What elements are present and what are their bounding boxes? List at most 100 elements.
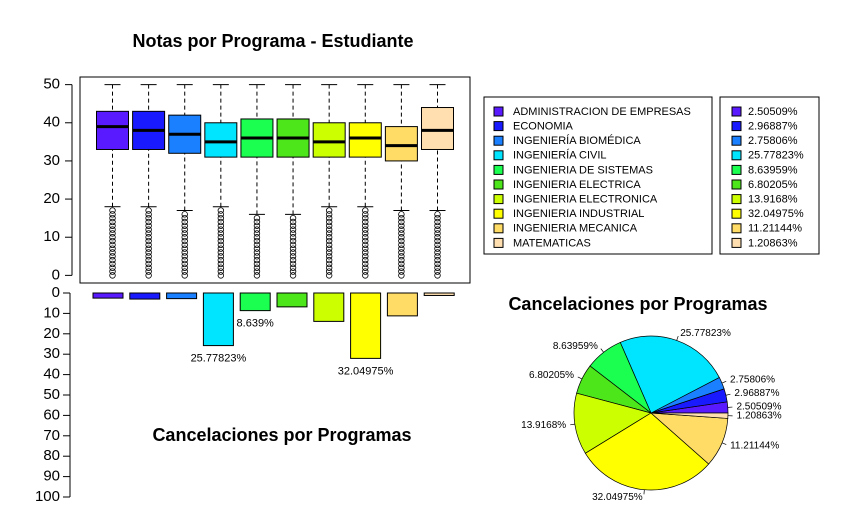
outlier: [217, 249, 225, 256]
outlier: [325, 230, 333, 237]
legend-label: 2.96887%: [748, 121, 798, 133]
y-tick-label: 50: [43, 386, 60, 403]
legend-swatch: [493, 208, 504, 219]
outlier: [362, 211, 369, 218]
outlier: [398, 234, 405, 241]
bar: [202, 292, 234, 347]
outlier: [434, 218, 441, 226]
outlier: [181, 264, 188, 271]
outlier: [145, 211, 152, 218]
outlier: [434, 226, 441, 233]
plot-frame: [79, 76, 471, 284]
outlier: [325, 256, 333, 264]
outlier: [109, 256, 116, 264]
outlier: [289, 268, 297, 275]
legend-label: 32.04975%: [748, 208, 804, 220]
outlier: [289, 272, 297, 279]
outlier: [181, 226, 188, 233]
outlier: [434, 211, 441, 218]
outlier: [398, 245, 405, 252]
outlier: [325, 249, 333, 256]
outlier: [253, 253, 261, 260]
outlier: [181, 211, 188, 218]
outlier: [217, 241, 225, 249]
outlier: [181, 218, 188, 226]
pie-label: 2.75806%: [730, 375, 775, 386]
outlier: [362, 234, 369, 241]
outlier: [217, 207, 225, 214]
outlier: [217, 237, 225, 245]
outlier: [289, 264, 297, 271]
outlier: [289, 230, 297, 237]
outlier: [253, 222, 261, 229]
outlier: [398, 272, 405, 279]
outlier: [109, 207, 116, 214]
pie-leader: [577, 376, 583, 380]
outlier: [362, 249, 369, 256]
outlier: [362, 226, 369, 233]
legend-label: ECONOMIA: [513, 121, 574, 133]
outlier: [217, 268, 225, 275]
outlier: [398, 222, 405, 229]
y-tick-label: 30: [43, 152, 60, 169]
outlier: [145, 222, 152, 229]
outlier: [398, 226, 405, 233]
outlier: [253, 256, 261, 264]
outlier: [145, 214, 152, 222]
legend-swatch: [493, 194, 504, 205]
legend-swatch: [731, 208, 742, 219]
outlier: [289, 260, 297, 268]
outlier: [325, 218, 333, 226]
box: [96, 110, 129, 150]
outlier: [434, 214, 441, 222]
legend-label: INGENIERÍA BIOMÉDICA: [513, 134, 641, 147]
bar: [313, 292, 345, 322]
outlier: [325, 241, 333, 249]
pie-slice: [573, 392, 652, 454]
legend-label: ADMINISTRACION DE EMPRESAS: [513, 106, 691, 118]
outlier: [325, 226, 333, 233]
legend-label: INGENIERIA ELECTRICA: [513, 179, 641, 191]
outlier: [217, 245, 225, 252]
outlier: [253, 268, 261, 275]
legend-box: [483, 96, 713, 255]
bar-label: 8.639%: [237, 318, 275, 330]
outlier: [398, 218, 405, 226]
bar: [92, 292, 124, 299]
outlier: [145, 207, 152, 214]
pie-label: 2.50509%: [736, 401, 781, 412]
outlier: [398, 260, 405, 268]
outlier: [398, 211, 405, 218]
outlier: [181, 230, 188, 237]
y-tick-label: 40: [43, 114, 60, 131]
outlier: [109, 214, 116, 222]
legend-swatch: [493, 106, 504, 117]
outlier: [434, 245, 441, 252]
legend-swatch: [731, 106, 742, 117]
legend-swatch: [731, 121, 742, 132]
outlier: [217, 253, 225, 260]
pie-leader: [721, 380, 727, 384]
outlier: [145, 256, 152, 264]
outlier: [362, 245, 369, 252]
outlier: [289, 222, 297, 229]
outlier: [253, 249, 261, 256]
outlier: [217, 264, 225, 271]
outlier: [109, 272, 116, 279]
outlier: [253, 237, 261, 245]
outlier: [325, 268, 333, 275]
bar: [386, 292, 418, 317]
outlier: [217, 218, 225, 226]
outlier: [109, 218, 116, 226]
legend-label: MATEMATICAS: [513, 237, 591, 249]
outlier: [181, 245, 188, 252]
legend-label: 2.50509%: [748, 106, 798, 118]
outlier: [362, 214, 369, 222]
box: [312, 122, 346, 158]
outlier: [362, 237, 369, 245]
outlier: [253, 272, 261, 279]
outlier: [362, 264, 369, 271]
outlier: [109, 230, 116, 237]
y-tick-label: 90: [43, 468, 60, 485]
